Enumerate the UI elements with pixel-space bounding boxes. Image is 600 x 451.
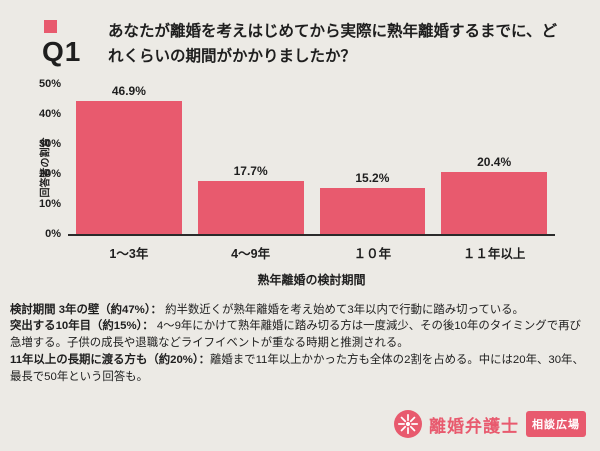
question-number: Q1 bbox=[42, 36, 82, 67]
header: Q1 あなたが離婚を考えはじめてから実際に熟年離婚するまでに、どれくらいの期間が… bbox=[0, 0, 600, 70]
bars: 46.9% 17.7% 15.2% 20.4% bbox=[68, 84, 555, 234]
brand-flower-icon bbox=[394, 410, 422, 438]
analysis-body: 約半数近くが熟年離婚を考え始めて3年以内で行動に踏み切っている。 bbox=[161, 303, 524, 316]
analysis-lead: 突出する10年目（約15%）： bbox=[10, 320, 154, 333]
analysis-lead: 検討期間 3年の壁（約47%）： bbox=[10, 303, 162, 316]
bar bbox=[441, 172, 547, 234]
analysis-line: 突出する10年目（約15%）： 4〜9年にかけて熟年離婚に踏み切る方は一度減少、… bbox=[10, 318, 590, 352]
x-tick: 4〜9年 bbox=[231, 246, 271, 261]
analysis-line: 11年以上の長期に渡る方も（約20%）：離婚まで11年以上かかった方も全体の2割… bbox=[10, 352, 590, 386]
accent-square bbox=[44, 20, 57, 33]
analysis-body: 4〜9年にかけて熟年離婚に踏み切る方は一度減少、その後10年のタイミングで再び急… bbox=[10, 320, 581, 350]
bar-group: 46.9% bbox=[68, 84, 190, 234]
bar-value-label: 20.4% bbox=[477, 155, 512, 170]
question-text: あなたが離婚を考えはじめてから実際に熟年離婚するまでに、どれくらいの期間がかかり… bbox=[108, 23, 558, 65]
analysis-lead: 11年以上の長期に渡る方も（約20%）： bbox=[10, 354, 210, 367]
x-tick: １０年 bbox=[353, 246, 392, 261]
brand-name: 離婚弁護士 bbox=[429, 416, 519, 436]
plot-area: 50% 40% 30% 20% 10% 0% 46.9% 17.7% 15.2% bbox=[39, 78, 555, 240]
bar-value-label: 15.2% bbox=[355, 171, 390, 185]
analysis-body: 離婚まで11年以上かかった方も全体の2割を占める。中には20年、30年、最長で5… bbox=[10, 354, 584, 384]
bar-value-label: 17.7% bbox=[233, 163, 268, 178]
analysis-line: 検討期間 3年の壁（約47%）： 約半数近くが熟年離婚を考え始めて3年以内で行動… bbox=[10, 302, 590, 319]
bar bbox=[197, 180, 304, 234]
y-tick: 0% bbox=[45, 227, 61, 240]
y-tick: 40% bbox=[38, 107, 61, 120]
bar bbox=[76, 100, 182, 234]
brand-footer: 離婚弁護士 相談広場 bbox=[394, 410, 586, 438]
bar-group: 17.7% bbox=[190, 84, 312, 234]
brand-badge: 相談広場 bbox=[526, 411, 586, 437]
y-tick: 50% bbox=[38, 77, 61, 90]
x-axis-title: 熟年離婚の検討期間 bbox=[257, 272, 366, 287]
x-tick: 1〜3年 bbox=[109, 246, 149, 261]
x-ticks: 1〜3年 4〜9年 １０年 １１年以上 bbox=[68, 236, 555, 262]
bar-group: 20.4% bbox=[433, 84, 555, 234]
analysis-text: 検討期間 3年の壁（約47%）： 約半数近くが熟年離婚を考え始めて3年以内で行動… bbox=[0, 288, 600, 386]
bar-chart: 回答者の割合 50% 40% 30% 20% 10% 0% 46.9% 17.7… bbox=[28, 78, 555, 288]
y-tick: 10% bbox=[38, 197, 61, 210]
x-tick: １１年以上 bbox=[462, 246, 526, 261]
y-tick: 30% bbox=[38, 137, 61, 150]
bar-group: 15.2% bbox=[312, 84, 434, 234]
bar-value-label: 46.9% bbox=[111, 83, 146, 98]
y-tick: 20% bbox=[38, 167, 61, 180]
bar bbox=[319, 188, 426, 234]
question-number-block: Q1 bbox=[42, 18, 108, 70]
